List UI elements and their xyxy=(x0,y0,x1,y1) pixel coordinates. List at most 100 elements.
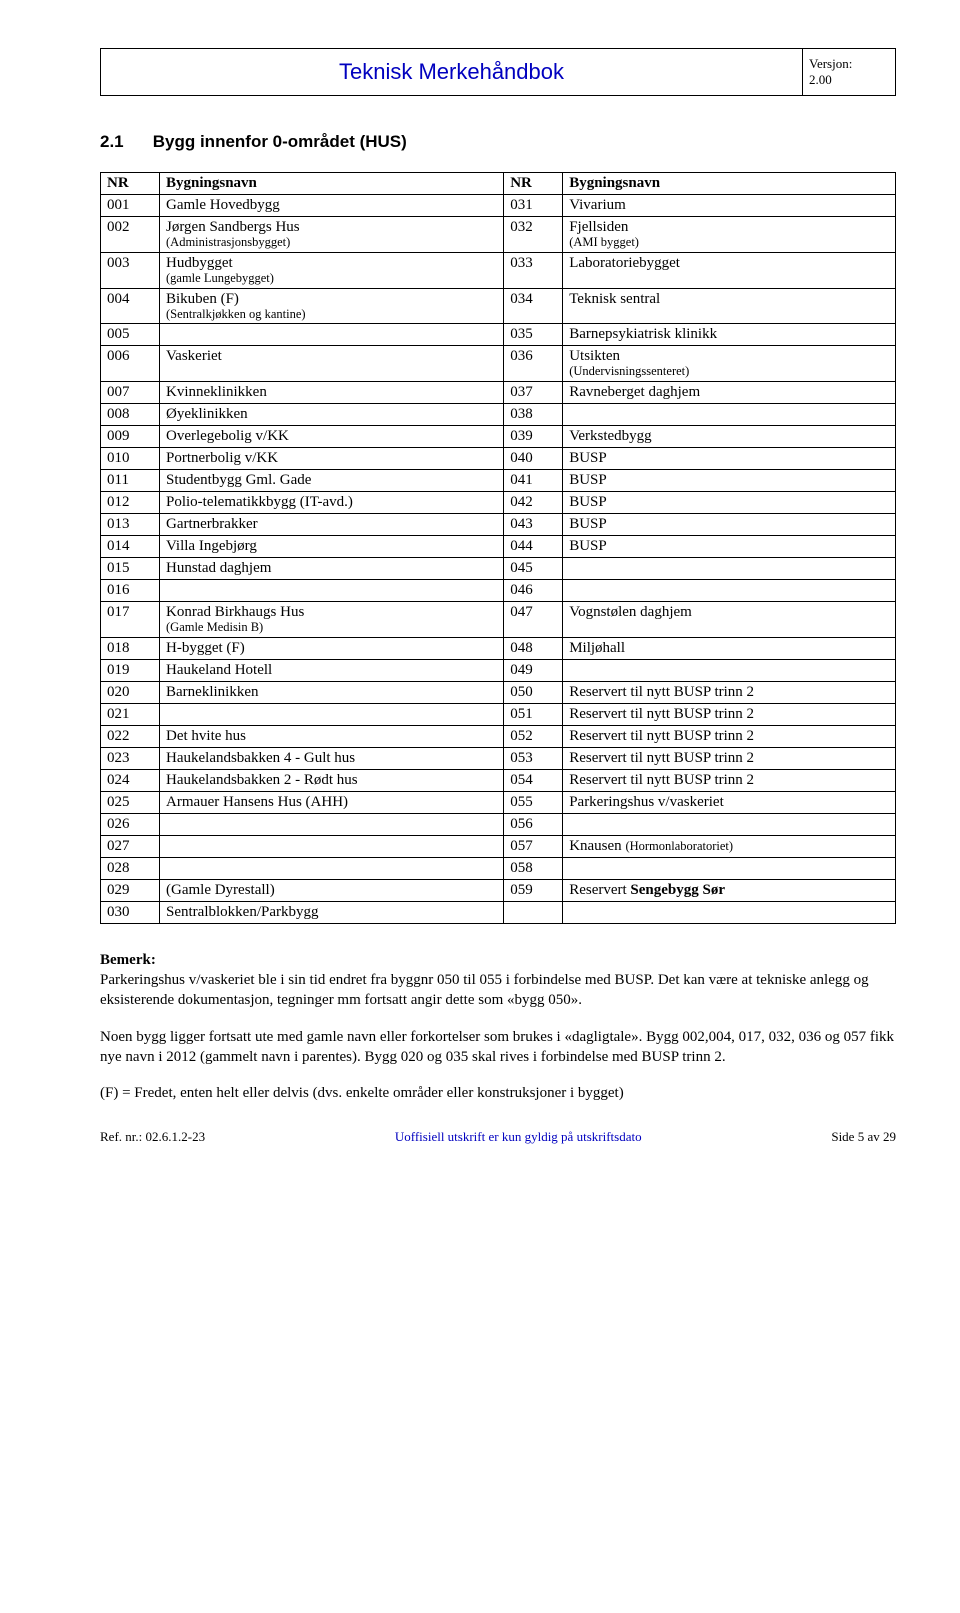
cell-name-left-text: Armauer Hansens Hus (AHH) xyxy=(166,794,348,810)
version-cell: Versjon: 2.00 xyxy=(803,49,896,96)
table-row: 011Studentbygg Gml. Gade041BUSP xyxy=(101,470,896,492)
cell-name-left-text: Hunstad daghjem xyxy=(166,560,271,576)
cell-name-left: Overlegebolig v/KK xyxy=(160,426,504,448)
remark-paragraph: Bemerk: Parkeringshus v/vaskeriet ble i … xyxy=(100,950,896,1011)
buildings-table: NR Bygningsnavn NR Bygningsnavn 001Gamle… xyxy=(100,172,896,924)
cell-name-right-text: Fjellsiden xyxy=(569,219,628,235)
cell-name-left xyxy=(160,703,504,725)
cell-nr-right: 033 xyxy=(504,252,563,288)
doc-title: Teknisk Merkehåndbok xyxy=(101,49,803,96)
cell-name-left-text: Haukelandsbakken 2 - Rødt hus xyxy=(166,772,358,788)
cell-name-right: Reservert til nytt BUSP trinn 2 xyxy=(563,747,896,769)
cell-nr-right-text: 036 xyxy=(510,348,533,364)
cell-nr-left-text: 019 xyxy=(107,662,130,678)
info-paragraph-3: (F) = Fredet, enten helt eller delvis (d… xyxy=(100,1083,896,1103)
cell-name-right-text: BUSP xyxy=(569,538,607,554)
cell-nr-right: 058 xyxy=(504,857,563,879)
cell-nr-left-text: 021 xyxy=(107,706,130,722)
version-value: 2.00 xyxy=(809,72,832,87)
cell-nr-left-text: 017 xyxy=(107,604,130,620)
section-title: Bygg innenfor 0-området (HUS) xyxy=(153,132,407,151)
cell-nr-left-text: 013 xyxy=(107,516,130,532)
footer-mid: Uoffisiell utskrift er kun gyldig på uts… xyxy=(395,1129,642,1145)
cell-nr-right: 045 xyxy=(504,558,563,580)
cell-name-left-text: Vaskeriet xyxy=(166,348,222,364)
cell-name-right-text: Teknisk sentral xyxy=(569,291,660,307)
cell-name-right: Reservert til nytt BUSP trinn 2 xyxy=(563,681,896,703)
cell-nr-left: 012 xyxy=(101,492,160,514)
cell-name-left-text: Portnerbolig v/KK xyxy=(166,450,278,466)
cell-nr-right: 057 xyxy=(504,835,563,857)
cell-nr-right: 040 xyxy=(504,448,563,470)
cell-name-right: Knausen (Hormonlaboratoriet) xyxy=(563,835,896,857)
cell-name-right-subnote: (Hormonlaboratoriet) xyxy=(625,839,733,853)
cell-name-right-subnote: (AMI bygget) xyxy=(569,236,889,250)
table-row: 018H-bygget (F)048Miljøhall xyxy=(101,637,896,659)
cell-nr-right-text: 051 xyxy=(510,706,533,722)
table-row: 008Øyeklinikken038 xyxy=(101,404,896,426)
remark-body: Parkeringshus v/vaskeriet ble i sin tid … xyxy=(100,972,869,1008)
cell-nr-left: 023 xyxy=(101,747,160,769)
cell-nr-right: 049 xyxy=(504,659,563,681)
cell-name-right-text: BUSP xyxy=(569,494,607,510)
page-footer: Ref. nr.: 02.6.1.2-23 Uoffisiell utskrif… xyxy=(100,1129,896,1145)
cell-nr-right-text: 031 xyxy=(510,197,533,213)
cell-name-right: Utsikten(Undervisningssenteret) xyxy=(563,346,896,382)
cell-nr-right-text: 055 xyxy=(510,794,533,810)
cell-name-right: Verkstedbygg xyxy=(563,426,896,448)
cell-nr-right: 036 xyxy=(504,346,563,382)
cell-name-right xyxy=(563,857,896,879)
cell-name-right: BUSP xyxy=(563,536,896,558)
cell-nr-right: 048 xyxy=(504,637,563,659)
cell-name-right xyxy=(563,901,896,923)
col-nr-left: NR xyxy=(101,173,160,195)
cell-name-left: Armauer Hansens Hus (AHH) xyxy=(160,791,504,813)
cell-name-left: H-bygget (F) xyxy=(160,637,504,659)
cell-nr-left: 015 xyxy=(101,558,160,580)
cell-name-left-subnote: (gamle Lungebygget) xyxy=(166,272,497,286)
cell-nr-left-text: 015 xyxy=(107,560,130,576)
footer-left: Ref. nr.: 02.6.1.2-23 xyxy=(100,1129,205,1145)
cell-name-left: Jørgen Sandbergs Hus(Administrasjonsbygg… xyxy=(160,217,504,253)
table-row: 003Hudbygget(gamle Lungebygget)033Labora… xyxy=(101,252,896,288)
cell-name-left-text: Gamle Hovedbygg xyxy=(166,197,280,213)
cell-nr-left-text: 026 xyxy=(107,816,130,832)
cell-nr-left: 001 xyxy=(101,195,160,217)
cell-name-right: Reservert Sengebygg Sør xyxy=(563,879,896,901)
table-row: 004Bikuben (F)(Sentralkjøkken og kantine… xyxy=(101,288,896,324)
table-row: 020Barneklinikken050Reservert til nytt B… xyxy=(101,681,896,703)
table-row: 023Haukelandsbakken 4 - Gult hus053Reser… xyxy=(101,747,896,769)
cell-nr-right: 044 xyxy=(504,536,563,558)
cell-name-left-subnote: (Sentralkjøkken og kantine) xyxy=(166,308,497,322)
cell-nr-right-text: 054 xyxy=(510,772,533,788)
cell-nr-right: 050 xyxy=(504,681,563,703)
cell-nr-left-text: 001 xyxy=(107,197,130,213)
cell-name-left-text: Hudbygget xyxy=(166,255,233,271)
cell-name-left-text: H-bygget (F) xyxy=(166,640,245,656)
cell-nr-right-text: 059 xyxy=(510,882,533,898)
cell-nr-right: 038 xyxy=(504,404,563,426)
cell-nr-left-text: 004 xyxy=(107,291,130,307)
col-name-right: Bygningsnavn xyxy=(563,173,896,195)
cell-name-left: Det hvite hus xyxy=(160,725,504,747)
cell-nr-left-text: 007 xyxy=(107,384,130,400)
cell-nr-left-text: 005 xyxy=(107,326,130,342)
cell-name-right-bold: Sengebygg Sør xyxy=(630,882,725,898)
cell-name-left-text: Øyeklinikken xyxy=(166,406,248,422)
cell-name-right-text: Reservert til nytt BUSP trinn 2 xyxy=(569,772,754,788)
cell-name-right xyxy=(563,404,896,426)
cell-name-left: Haukelandsbakken 4 - Gult hus xyxy=(160,747,504,769)
cell-nr-right: 056 xyxy=(504,813,563,835)
table-row: 027057Knausen (Hormonlaboratoriet) xyxy=(101,835,896,857)
cell-nr-left: 019 xyxy=(101,659,160,681)
cell-name-left xyxy=(160,857,504,879)
table-row: 025Armauer Hansens Hus (AHH)055Parkering… xyxy=(101,791,896,813)
cell-name-right-text: Reservert til nytt BUSP trinn 2 xyxy=(569,728,754,744)
cell-nr-right-text: 039 xyxy=(510,428,533,444)
cell-name-left xyxy=(160,324,504,346)
cell-name-right: Vivarium xyxy=(563,195,896,217)
cell-name-left: Barneklinikken xyxy=(160,681,504,703)
cell-name-left: Polio-telematikkbygg (IT-avd.) xyxy=(160,492,504,514)
cell-name-left-text: Haukelandsbakken 4 - Gult hus xyxy=(166,750,355,766)
cell-nr-left: 007 xyxy=(101,382,160,404)
